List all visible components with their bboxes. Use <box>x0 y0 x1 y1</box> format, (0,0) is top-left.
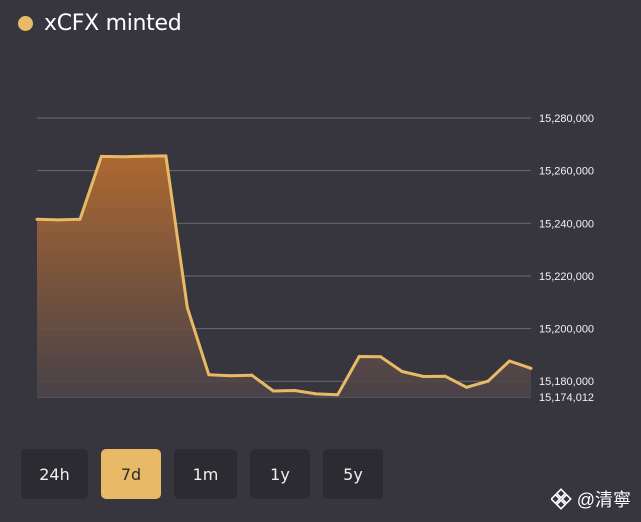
y-tick-label: 15,260,000 <box>539 166 594 178</box>
data-point <box>336 393 340 397</box>
data-point <box>35 217 39 221</box>
y-tick-label: 15,280,000 <box>539 113 594 125</box>
range-5y-button[interactable]: 5y <box>323 449 383 499</box>
data-point <box>121 155 125 159</box>
series-area <box>37 155 531 397</box>
chart-title: xCFX minted <box>44 10 182 36</box>
range-1m-button[interactable]: 1m <box>174 449 237 499</box>
data-point <box>56 218 60 222</box>
data-point <box>443 374 447 378</box>
y-tick-label: 15,220,000 <box>539 271 594 283</box>
data-point <box>357 354 361 358</box>
data-point <box>142 154 146 158</box>
data-point <box>400 369 404 373</box>
series-line[interactable] <box>36 154 532 397</box>
data-point <box>207 373 211 377</box>
data-point <box>78 217 82 221</box>
series-color-dot <box>18 15 33 31</box>
watermark: @清寧 <box>550 486 631 512</box>
time-range-selector: 24h 7d 1m 1y 5y <box>21 449 396 499</box>
area-chart[interactable]: 15,280,000 15,260,000 15,240,000 15,220,000… <box>0 0 641 430</box>
watermark-text: @清寧 <box>576 490 631 510</box>
data-point <box>486 379 490 383</box>
data-point <box>228 374 232 378</box>
data-point <box>422 374 426 378</box>
data-point <box>379 355 383 359</box>
data-point <box>250 373 254 377</box>
y-tick-label: 15,240,000 <box>539 218 594 230</box>
data-point <box>314 392 318 396</box>
data-point <box>271 389 275 393</box>
range-1y-button[interactable]: 1y <box>250 449 310 499</box>
binance-square-icon <box>550 488 573 510</box>
data-point <box>293 388 297 392</box>
data-point <box>99 154 103 158</box>
y-axis-tick-labels: 15,280,000 15,260,000 15,240,000 15,220,000… <box>539 113 594 404</box>
chart-header: xCFX minted <box>18 10 182 36</box>
data-point <box>185 306 189 310</box>
y-tick-label: 15,180,000 <box>539 376 594 388</box>
y-tick-label: 15,200,000 <box>539 324 594 336</box>
data-points <box>35 154 533 397</box>
range-7d-button[interactable]: 7d <box>101 449 161 499</box>
data-point <box>529 366 533 370</box>
data-point <box>164 154 168 158</box>
data-point <box>508 359 512 363</box>
range-24h-button[interactable]: 24h <box>21 449 88 499</box>
data-point <box>465 385 469 389</box>
y-tick-label: 15,174,012 <box>539 392 594 404</box>
